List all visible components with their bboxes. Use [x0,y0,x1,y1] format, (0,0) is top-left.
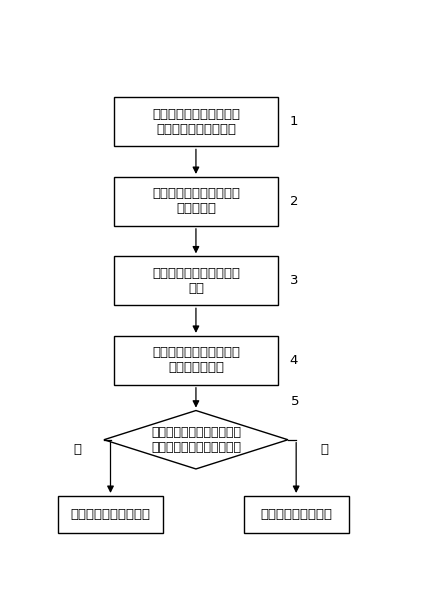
Text: 5: 5 [291,395,300,408]
Text: 根据反射光束作出其反射
光谱: 根据反射光束作出其反射 光谱 [152,267,240,295]
Text: 接收钴硅化合物反射回来
的探测光束: 接收钴硅化合物反射回来 的探测光束 [152,188,240,215]
Text: 否: 否 [320,443,328,456]
Text: 根据反射光谱作出其相应
的光的本征曲线: 根据反射光谱作出其相应 的光的本征曲线 [152,346,240,375]
Polygon shape [104,410,288,469]
Text: 4: 4 [290,354,298,367]
Text: 1: 1 [290,115,298,129]
FancyBboxPatch shape [58,496,163,533]
FancyBboxPatch shape [114,256,278,305]
FancyBboxPatch shape [114,177,278,226]
FancyBboxPatch shape [114,336,278,385]
Text: 2: 2 [290,195,298,208]
Text: 是: 是 [74,443,82,456]
Text: 钴硅化合物形成后，对钴
硅化合物照射探测光束: 钴硅化合物形成后，对钴 硅化合物照射探测光束 [152,108,240,136]
Text: 停止异常的工艺生产: 停止异常的工艺生产 [260,508,332,521]
FancyBboxPatch shape [114,97,278,146]
Text: 3: 3 [290,274,298,287]
Text: 钴硅化合物的区域中各化合
物的比例是否符合工艺要求: 钴硅化合物的区域中各化合 物的比例是否符合工艺要求 [151,426,241,454]
Text: 晶圆继续进行后续工序: 晶圆继续进行后续工序 [70,508,151,521]
FancyBboxPatch shape [243,496,349,533]
